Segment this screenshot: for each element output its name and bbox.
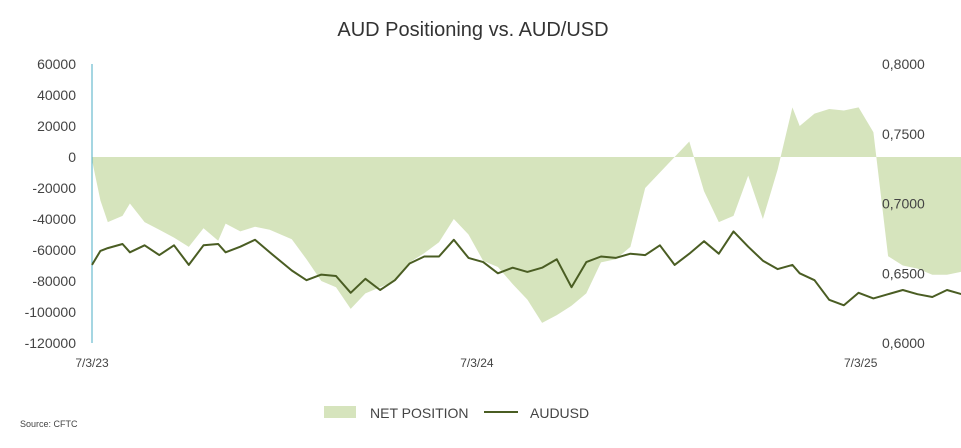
left-axis-ticks: 60000 40000 20000 0 -20000 -40000 -60000 -80000…: [25, 56, 77, 351]
legend-label-audusd: AUDUSD: [530, 405, 589, 421]
legend-label-net-position: NET POSITION: [370, 405, 469, 421]
left-tick-label: 60000: [37, 56, 76, 72]
left-tick-label: -40000: [32, 211, 76, 227]
right-tick-label: 0,6500: [882, 265, 925, 281]
net-position-area-shape: [92, 107, 961, 323]
left-tick-label: -80000: [32, 273, 76, 289]
right-tick-label: 0,8000: [882, 56, 925, 72]
left-tick-label: 40000: [37, 87, 76, 103]
x-tick-label: 7/3/25: [844, 356, 878, 370]
audusd-line: [91, 230, 961, 307]
legend-swatch-net-position: [324, 406, 356, 418]
left-tick-label: 20000: [37, 118, 76, 134]
chart-title: AUD Positioning vs. AUD/USD: [337, 19, 608, 41]
right-tick-label: 0,7000: [882, 196, 925, 212]
right-axis-ticks: 0,8000 0,7500 0,7000 0,6500 0,6000: [882, 56, 925, 351]
left-tick-label: -120000: [25, 335, 77, 351]
left-tick-label: -20000: [32, 180, 76, 196]
left-tick-label: -100000: [25, 304, 77, 320]
legend: NET POSITION AUDUSD: [324, 405, 589, 421]
audusd-line-path: [91, 230, 961, 307]
left-tick-label: 0: [68, 149, 76, 165]
right-tick-label: 0,7500: [882, 126, 925, 142]
right-tick-label: 0,6000: [882, 335, 925, 351]
x-tick-label: 7/3/23: [75, 356, 109, 370]
source-note: Source: CFTC: [20, 419, 78, 429]
x-axis-ticks: 7/3/23 7/3/24 7/3/25: [75, 356, 877, 370]
x-tick-label: 7/3/24: [460, 356, 494, 370]
net-position-area: [92, 107, 961, 323]
left-tick-label: -60000: [32, 242, 76, 258]
